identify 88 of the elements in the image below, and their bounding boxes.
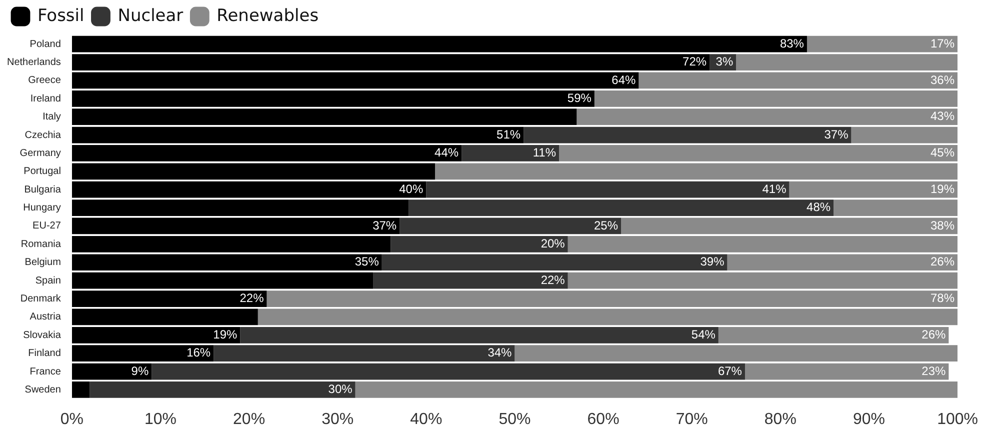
data-label: 26% xyxy=(930,254,955,269)
bar xyxy=(621,218,958,234)
data-label: 45% xyxy=(930,146,955,160)
legend-label: Nuclear xyxy=(118,6,184,26)
y-tick-label: EU-27 xyxy=(32,220,62,232)
data-label: 67% xyxy=(718,364,742,378)
y-tick-label: Spain xyxy=(35,275,61,286)
y-tick-label: Portugal xyxy=(24,166,61,178)
data-label: 19% xyxy=(213,327,238,342)
bar xyxy=(152,363,745,380)
bar xyxy=(72,382,90,398)
legend-label: Fossil xyxy=(38,6,84,26)
x-tick-label: 80% xyxy=(764,410,796,428)
x-tick-label: 10% xyxy=(144,410,176,428)
bar xyxy=(72,72,639,89)
data-label: 23% xyxy=(922,364,946,378)
bar xyxy=(72,363,152,380)
data-label: 19% xyxy=(930,182,955,196)
data-label: 36% xyxy=(930,72,955,87)
bar xyxy=(258,308,958,326)
data-label: 11% xyxy=(532,146,556,160)
data-label: 44% xyxy=(434,146,459,160)
y-tick-label: Slovakia xyxy=(23,330,62,341)
data-label: 48% xyxy=(806,200,831,214)
bar xyxy=(373,272,568,289)
x-tick-label: 0% xyxy=(60,410,84,428)
data-label: 41% xyxy=(762,182,787,196)
data-label: 9% xyxy=(131,364,149,378)
y-tick-label: Netherlands xyxy=(7,57,61,68)
data-label: 51% xyxy=(496,127,521,142)
data-label: 83% xyxy=(780,36,804,50)
data-label: 37% xyxy=(824,127,849,142)
data-label: 64% xyxy=(612,72,636,87)
x-tick-label: 30% xyxy=(322,410,354,428)
data-label: 26% xyxy=(922,327,946,342)
data-label: 34% xyxy=(488,346,512,360)
data-label: 78% xyxy=(930,291,955,306)
data-label: 35% xyxy=(354,254,380,269)
x-tick-label: 20% xyxy=(233,410,266,428)
bar xyxy=(638,72,958,89)
bar xyxy=(72,308,258,326)
data-label: 16% xyxy=(186,346,211,360)
bar xyxy=(90,382,356,398)
data-label: 39% xyxy=(700,254,725,269)
data-label: 22% xyxy=(540,272,566,287)
data-label: 72% xyxy=(682,54,707,69)
bar xyxy=(851,126,958,144)
data-label: 30% xyxy=(328,382,353,396)
data-label: 3% xyxy=(716,54,734,69)
data-label: 40% xyxy=(399,182,424,196)
y-tick-label: Sweden xyxy=(24,384,61,396)
x-tick-label: 90% xyxy=(852,410,885,428)
y-tick-label: Bulgaria xyxy=(24,184,62,196)
y-tick-label: Ireland xyxy=(30,93,61,104)
y-tick-label: Finland xyxy=(28,348,61,360)
y-tick-label: Czechia xyxy=(24,130,62,141)
y-tick-label: Austria xyxy=(30,312,62,323)
y-tick-label: Poland xyxy=(30,38,61,50)
y-tick-label: Romania xyxy=(20,238,62,250)
y-tick-label: Belgium xyxy=(24,257,61,268)
data-label: 22% xyxy=(240,291,264,306)
y-tick-label: Denmark xyxy=(20,294,62,305)
data-label: 25% xyxy=(594,218,618,232)
data-label: 17% xyxy=(930,36,955,50)
y-tick-label: Greece xyxy=(28,75,62,86)
x-tick-label: 50% xyxy=(498,410,531,428)
bar xyxy=(462,145,560,162)
data-label: 37% xyxy=(372,218,397,232)
legend-label: Renewables xyxy=(216,6,319,26)
bar xyxy=(400,218,622,234)
data-label: 59% xyxy=(567,90,592,105)
data-label: 54% xyxy=(691,327,716,342)
x-tick-label: 70% xyxy=(676,410,708,428)
bar xyxy=(744,363,949,380)
data-label: 43% xyxy=(930,109,955,124)
bar xyxy=(524,126,852,144)
x-tick-label: 40% xyxy=(410,410,442,428)
bar xyxy=(72,218,400,234)
y-tick-label: France xyxy=(30,366,62,378)
y-tick-label: Hungary xyxy=(23,202,61,214)
bar xyxy=(72,126,524,144)
x-tick-label: 100% xyxy=(937,410,978,428)
data-label: 20% xyxy=(540,236,566,250)
bar xyxy=(355,382,958,398)
y-tick-label: Germany xyxy=(20,148,61,159)
data-label: 38% xyxy=(930,218,955,232)
y-tick-label: Italy xyxy=(42,112,61,123)
x-tick-label: 60% xyxy=(587,410,620,428)
